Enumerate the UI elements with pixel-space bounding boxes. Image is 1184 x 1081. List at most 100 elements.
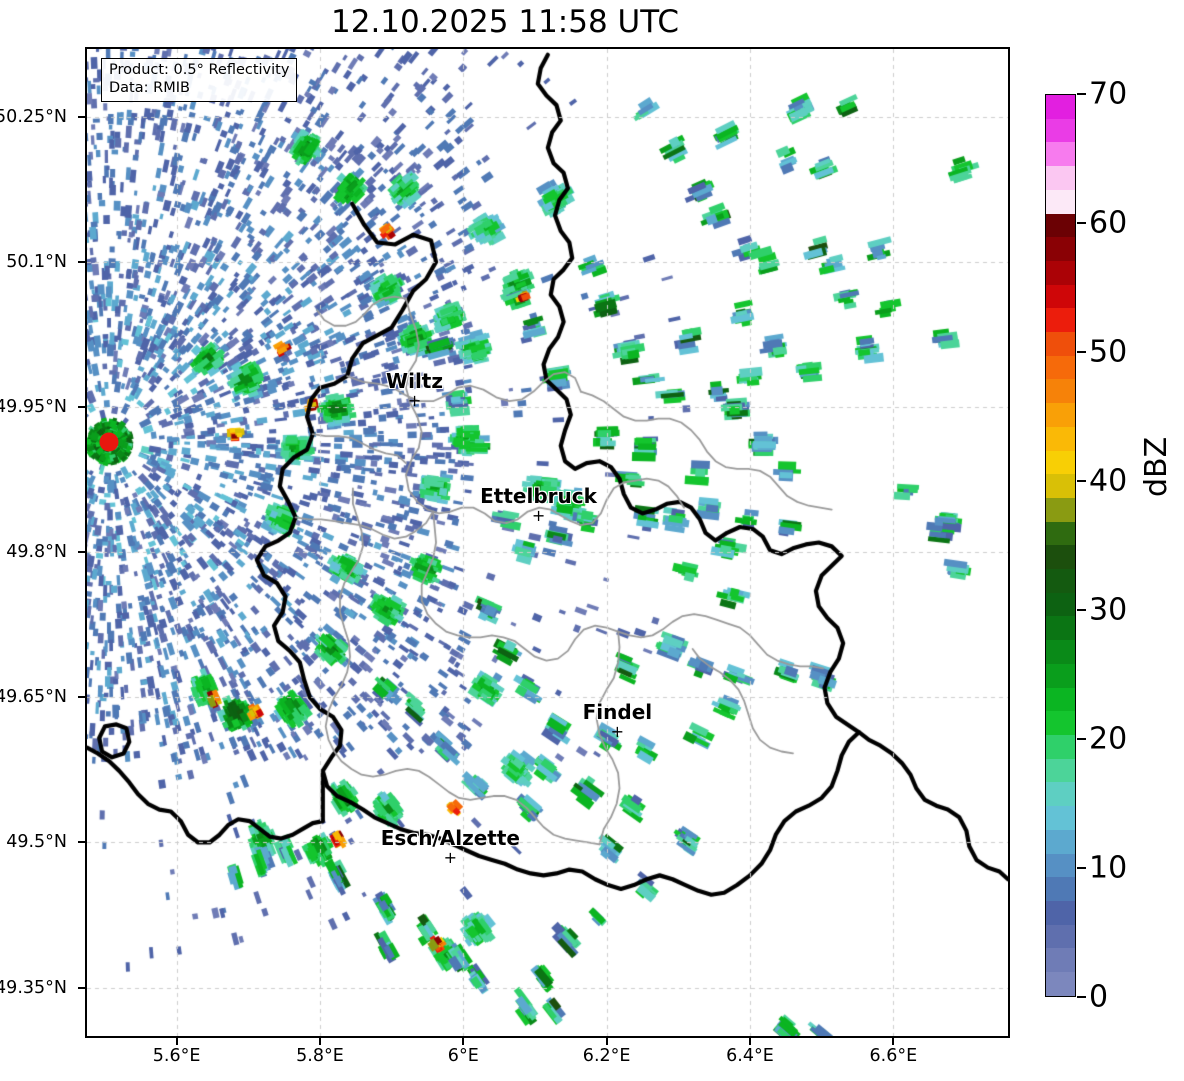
y-axis-tick-mark <box>78 551 85 554</box>
x-axis-tick-label: 5.6°E <box>152 1046 201 1066</box>
colorbar-tick-mark <box>1077 609 1086 611</box>
colorbar-band <box>1046 663 1075 688</box>
y-axis-tick-label: 50.25°N <box>0 106 67 127</box>
colorbar-band <box>1046 687 1075 712</box>
colorbar-tick-label: 70 <box>1089 76 1128 112</box>
x-axis-tick-mark <box>892 1038 895 1045</box>
colorbar-band <box>1046 497 1075 522</box>
city-label-esch-alzette: Esch/Alzette + <box>381 826 520 865</box>
page-title: 12.10.2025 11:58 UTC <box>331 4 679 40</box>
colorbar-band <box>1046 758 1075 783</box>
colorbar-tick-label: 10 <box>1089 850 1128 886</box>
x-axis-tick-label: 5.8°E <box>296 1046 344 1066</box>
colorbar-band <box>1046 782 1075 807</box>
colorbar-band <box>1046 877 1075 901</box>
colorbar-band <box>1046 213 1075 238</box>
city-name-text: Ettelbruck <box>480 483 597 508</box>
y-axis-tick-mark <box>78 260 85 263</box>
colorbar-band <box>1046 924 1075 949</box>
x-axis-tick-label: 6.4°E <box>726 1046 774 1066</box>
colorbar-band <box>1046 474 1075 498</box>
x-axis-tick-mark <box>748 1038 751 1045</box>
colorbar-axis-label: dBZ <box>1139 436 1174 497</box>
x-axis-tick-mark <box>175 1038 178 1045</box>
x-axis-tick-label: 6.6°E <box>869 1046 918 1066</box>
graticule-grid-layer <box>87 49 1008 1036</box>
y-axis-tick-label: 49.5°N <box>6 832 67 853</box>
colorbar-band <box>1046 284 1075 309</box>
y-axis-tick-mark <box>78 986 85 989</box>
colorbar-tick-mark <box>1077 996 1086 998</box>
colorbar-band <box>1046 403 1075 427</box>
colorbar-band <box>1046 640 1075 664</box>
radar-map-plot[interactable]: Product: 0.5° Reflectivity Data: RMIB Wi… <box>85 47 1010 1038</box>
colorbar-band <box>1046 545 1075 570</box>
colorbar-tick-mark <box>1077 480 1086 482</box>
city-label-ettelbruck: Ettelbruck + <box>480 484 597 523</box>
y-axis-tick-mark <box>78 115 85 118</box>
product-info-box: Product: 0.5° Reflectivity Data: RMIB <box>101 58 298 103</box>
y-axis-tick-label: 49.65°N <box>0 687 67 708</box>
colorbar-tick-mark <box>1077 867 1086 869</box>
colorbar-band <box>1046 260 1075 285</box>
colorbar-band <box>1046 711 1075 735</box>
colorbar-tick-mark <box>1077 738 1086 740</box>
colorbar-tick-label: 20 <box>1089 721 1128 757</box>
colorbar-band <box>1046 616 1075 641</box>
colorbar-band <box>1046 948 1075 973</box>
colorbar-band <box>1046 426 1075 451</box>
colorbar-band <box>1046 734 1075 759</box>
colorbar-band <box>1046 166 1075 190</box>
product-info-data: Data: RMIB <box>109 79 190 96</box>
colorbar-band <box>1046 355 1075 380</box>
colorbar-band <box>1046 569 1075 593</box>
product-info-product: Product: 0.5° Reflectivity <box>109 62 290 78</box>
y-axis-tick-mark <box>78 696 85 699</box>
colorbar-band <box>1046 592 1075 617</box>
colorbar-tick-label: 60 <box>1089 205 1128 241</box>
colorbar-band <box>1046 900 1075 925</box>
colorbar-band <box>1046 142 1075 167</box>
x-axis-tick-mark <box>462 1038 465 1045</box>
y-axis-tick-mark <box>78 406 85 409</box>
city-marker-icon: + <box>531 505 546 525</box>
colorbar-band <box>1046 189 1075 214</box>
y-axis-tick-label: 50.1°N <box>6 251 67 272</box>
colorbar-tick-mark <box>1077 351 1086 353</box>
colorbar-tick-label: 40 <box>1089 463 1128 499</box>
colorbar-band <box>1046 237 1075 261</box>
colorbar-band <box>1046 95 1075 119</box>
x-axis-tick-mark <box>318 1038 321 1045</box>
colorbar-band <box>1046 829 1075 854</box>
city-label-wiltz: Wiltz + <box>386 369 443 408</box>
city-name-text: Esch/Alzette <box>380 826 520 851</box>
y-axis-tick-label: 49.35°N <box>0 977 67 998</box>
colorbar-band <box>1046 853 1075 878</box>
x-axis-tick-label: 6°E <box>447 1046 479 1066</box>
colorbar-tick-mark <box>1077 222 1086 224</box>
colorbar-band <box>1046 521 1075 546</box>
reflectivity-colorbar <box>1045 94 1076 997</box>
colorbar-band <box>1046 379 1075 404</box>
city-name-text: Wiltz <box>386 368 444 393</box>
colorbar-band <box>1046 308 1075 333</box>
colorbar-tick-label: 30 <box>1089 592 1128 628</box>
y-axis-tick-label: 49.8°N <box>6 542 67 563</box>
city-marker-icon: + <box>443 848 458 868</box>
city-label-findel: Findel + <box>583 700 653 739</box>
colorbar-band <box>1046 332 1075 356</box>
colorbar-tick-label: 0 <box>1089 979 1109 1015</box>
y-axis-tick-label: 49.95°N <box>0 397 67 418</box>
colorbar-band <box>1046 118 1075 143</box>
colorbar-band <box>1046 450 1075 475</box>
colorbar-band <box>1046 972 1075 996</box>
radar-site-marker <box>99 432 119 452</box>
colorbar-tick-mark <box>1077 93 1086 95</box>
y-axis-tick-mark <box>78 841 85 844</box>
city-marker-icon: + <box>407 390 422 410</box>
colorbar-band <box>1046 806 1075 830</box>
colorbar-tick-label: 50 <box>1089 334 1128 370</box>
x-axis-tick-label: 6.2°E <box>582 1046 631 1066</box>
city-name-text: Findel <box>582 699 653 724</box>
x-axis-tick-mark <box>605 1038 608 1045</box>
